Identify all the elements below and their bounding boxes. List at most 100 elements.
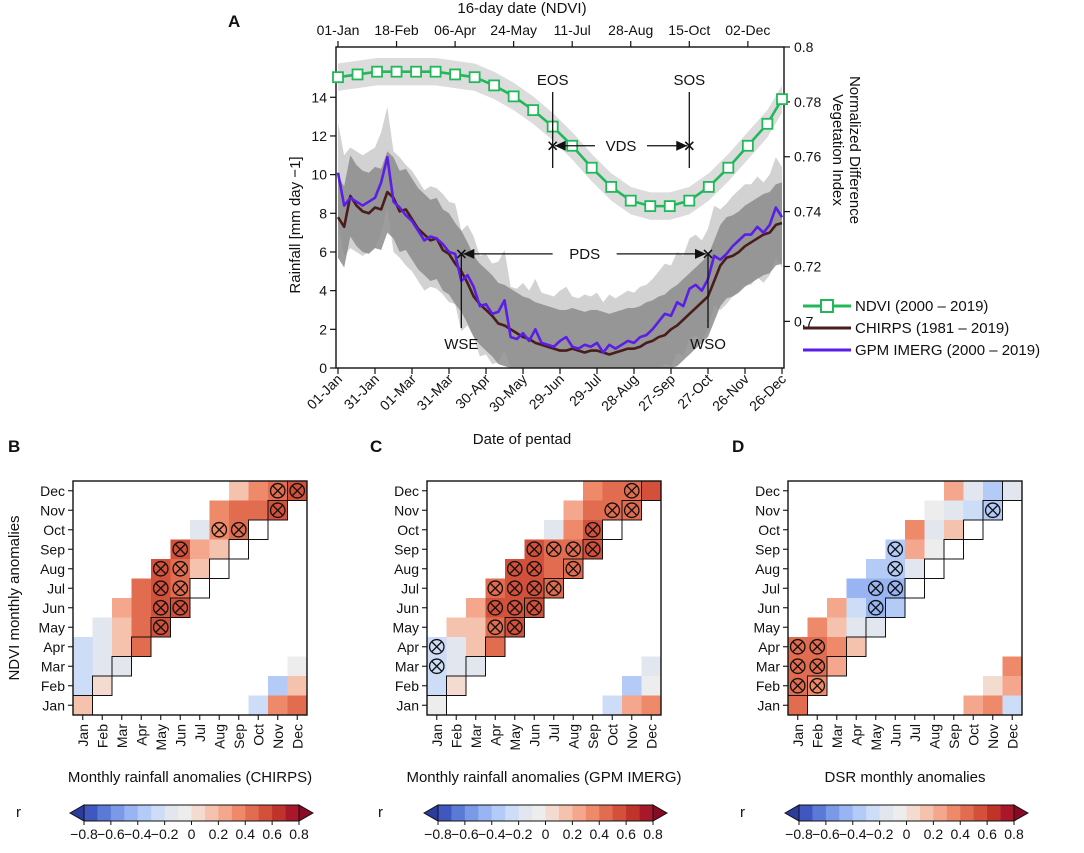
heatmap-cell [846,578,867,599]
colorbar-tick-label: 0.4 [590,826,610,842]
colorbar-segment [178,805,192,821]
row-label: Oct [758,522,780,538]
heatmap-cell [427,676,447,696]
right-axis-title-line2: Vegetation Index [829,94,846,206]
ndvi-marker [702,181,715,193]
heatmap-cell [544,559,564,579]
heatmap-x-title: DSR monthly anomalies [825,769,986,786]
colorbar-tick-label: −0.2 [151,826,179,842]
bottom-tick-label: 29-Jun [526,371,568,413]
heatmap-cell [190,520,210,540]
heatmap-cell [846,598,867,618]
top-tick-label: 06-Apr [434,22,476,38]
colorbar-segment [893,805,907,821]
bottom-tick-label: 27-Sep [635,371,678,414]
legend-marker [820,299,834,313]
colorbar-segment [839,805,854,821]
colorbar-segment [599,805,614,821]
significance-cross [155,582,167,594]
ndvi-marker [624,194,637,207]
colorbar-tick-label: 0 [903,826,911,842]
significance-marker [152,599,169,616]
colorbar-tick-label: 0.8 [289,826,309,842]
arrow-head [463,248,475,259]
heatmap-cell [983,676,1003,696]
panel-letter: D [732,437,744,456]
colorbar-segment [137,805,152,821]
heatmap-cell [268,676,288,696]
row-label: Aug [755,561,780,577]
left-tick-label: 4 [319,283,327,299]
heatmap-cell [190,539,210,560]
heatmap-cell [190,559,210,579]
colorbar-tick-label: 0 [188,826,196,842]
ndvi-marker [351,68,364,81]
significance-cross [626,504,638,516]
row-label: Jun [396,600,419,616]
diagonal-cell [446,675,467,696]
colorbar-segment [545,805,560,821]
significance-marker [526,599,543,616]
heatmap-cell [248,500,269,521]
right-tick-label: 0.72 [794,258,821,274]
heatmap-cell [446,656,467,677]
left-tick-label: 12 [311,128,327,144]
row-label: Oct [397,522,419,538]
col-label: Jan [75,724,91,747]
colorbar-segment [973,805,988,821]
top-axis-title: 16-day date (NDVI) [457,0,586,17]
bottom-tick-label: 27-Oct [674,371,715,412]
heatmap-cell [92,617,113,638]
heatmap-cell [641,695,662,716]
heatmap-cell [427,695,447,716]
row-label: Feb [41,678,65,694]
diagonal-cell [485,636,506,657]
col-label: Mar [114,724,130,748]
heatmap-cell [446,637,467,657]
significance-marker [152,560,169,577]
col-label: Mar [829,724,845,748]
heatmap-cell [1002,481,1023,501]
significance-cross [889,563,901,575]
diagonal-cell [150,617,171,638]
col-label: May [868,724,884,750]
colorbar-tick-label: −0.4 [124,826,152,842]
ndvi-marker [488,79,501,92]
heatmap-cell [827,598,847,618]
heatmap-x-title: Monthly rainfall anomalies (CHIRPS) [68,769,312,786]
significance-cross [291,485,303,497]
heatmap-cell [73,695,93,716]
heatmap-cell [827,617,847,638]
colorbar-segment [478,805,493,821]
row-label: Aug [40,561,65,577]
significance-marker [211,521,228,538]
col-label: Feb [448,724,464,748]
diagonal-cell [826,656,847,677]
bottom-tick-label: 01-Mar [376,371,419,414]
row-label: Apr [43,639,65,655]
arrow-head [554,140,566,151]
significance-cross [567,563,579,575]
significance-marker [565,560,582,577]
significance-cross [811,660,823,672]
row-label: May [393,619,419,635]
col-label: Feb [94,724,110,748]
heatmap-cell [944,520,964,540]
heatmap-cell [248,695,269,716]
heatmap-cell [963,500,984,521]
left-tick-label: 6 [319,244,327,260]
significance-cross [626,485,638,497]
bottom-tick-label: 28-Aug [598,371,641,414]
colorbar-segment [612,805,627,821]
col-label: Sep [946,724,962,749]
heatmap-cell [112,617,132,638]
bottom-tick-label: 31-Jan [341,371,383,413]
ndvi-marker [605,181,618,193]
ndvi-marker [663,200,676,213]
ndvi-marker [776,93,788,106]
top-tick-label: 01-Jan [317,22,360,38]
diagonal-cell [563,558,584,579]
row-label: Jul [762,580,780,596]
heatmap-cell [641,481,662,501]
